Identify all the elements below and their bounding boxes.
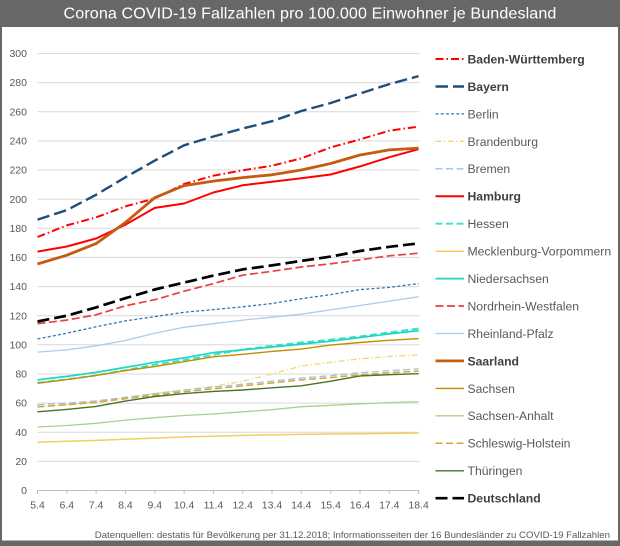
svg-text:180: 180 — [9, 223, 27, 235]
svg-text:9.4: 9.4 — [147, 500, 162, 512]
svg-text:40: 40 — [15, 427, 27, 439]
svg-text:20: 20 — [15, 456, 27, 468]
svg-text:Corona COVID-19 Fallzahlen pro: Corona COVID-19 Fallzahlen pro 100.000 E… — [64, 5, 557, 23]
svg-text:Hamburg: Hamburg — [468, 190, 522, 204]
svg-text:Hessen: Hessen — [468, 217, 509, 231]
svg-text:7.4: 7.4 — [89, 500, 104, 512]
svg-text:17.4: 17.4 — [379, 500, 400, 512]
svg-text:80: 80 — [15, 369, 27, 381]
svg-text:Deutschland: Deutschland — [468, 492, 541, 506]
svg-text:Sachsen-Anhalt: Sachsen-Anhalt — [468, 409, 555, 423]
svg-text:Sachsen: Sachsen — [468, 382, 515, 396]
svg-text:300: 300 — [9, 48, 27, 60]
svg-text:14.4: 14.4 — [291, 500, 312, 512]
svg-text:Bayern: Bayern — [468, 80, 509, 94]
svg-text:120: 120 — [9, 310, 27, 322]
svg-text:220: 220 — [9, 165, 27, 177]
svg-text:Thüringen: Thüringen — [468, 464, 523, 478]
svg-text:8.4: 8.4 — [118, 500, 133, 512]
svg-text:6.4: 6.4 — [59, 500, 74, 512]
svg-text:60: 60 — [15, 398, 27, 410]
svg-text:5.4: 5.4 — [30, 500, 45, 512]
svg-text:Saarland: Saarland — [468, 354, 519, 368]
svg-text:Rheinland-Pfalz: Rheinland-Pfalz — [468, 327, 554, 341]
svg-text:100: 100 — [9, 339, 27, 351]
svg-text:280: 280 — [9, 77, 27, 89]
svg-text:Berlin: Berlin — [468, 107, 499, 121]
svg-text:11.4: 11.4 — [204, 500, 224, 512]
svg-text:200: 200 — [9, 194, 27, 206]
svg-text:Mecklenburg-Vorpommern: Mecklenburg-Vorpommern — [468, 245, 612, 259]
svg-text:160: 160 — [9, 252, 27, 264]
svg-text:Nordrhein-Westfalen: Nordrhein-Westfalen — [468, 299, 580, 313]
svg-text:260: 260 — [9, 106, 27, 118]
svg-text:15.4: 15.4 — [320, 500, 341, 512]
svg-text:Schleswig-Holstein: Schleswig-Holstein — [468, 437, 571, 451]
svg-text:Niedersachsen: Niedersachsen — [468, 272, 549, 286]
svg-text:140: 140 — [9, 281, 27, 293]
svg-text:16.4: 16.4 — [350, 500, 371, 512]
svg-text:Datenquellen: destatis für Bev: Datenquellen: destatis für Bevölkerung p… — [95, 530, 610, 541]
svg-text:Bremen: Bremen — [468, 162, 511, 176]
svg-text:Brandenburg: Brandenburg — [468, 135, 538, 149]
svg-text:Baden-Württemberg: Baden-Württemberg — [468, 52, 585, 66]
svg-text:240: 240 — [9, 136, 27, 148]
svg-text:18.4: 18.4 — [408, 500, 429, 512]
svg-text:10.4: 10.4 — [174, 500, 195, 512]
svg-text:12.4: 12.4 — [232, 500, 253, 512]
svg-text:13.4: 13.4 — [262, 500, 283, 512]
svg-text:0: 0 — [21, 485, 27, 497]
